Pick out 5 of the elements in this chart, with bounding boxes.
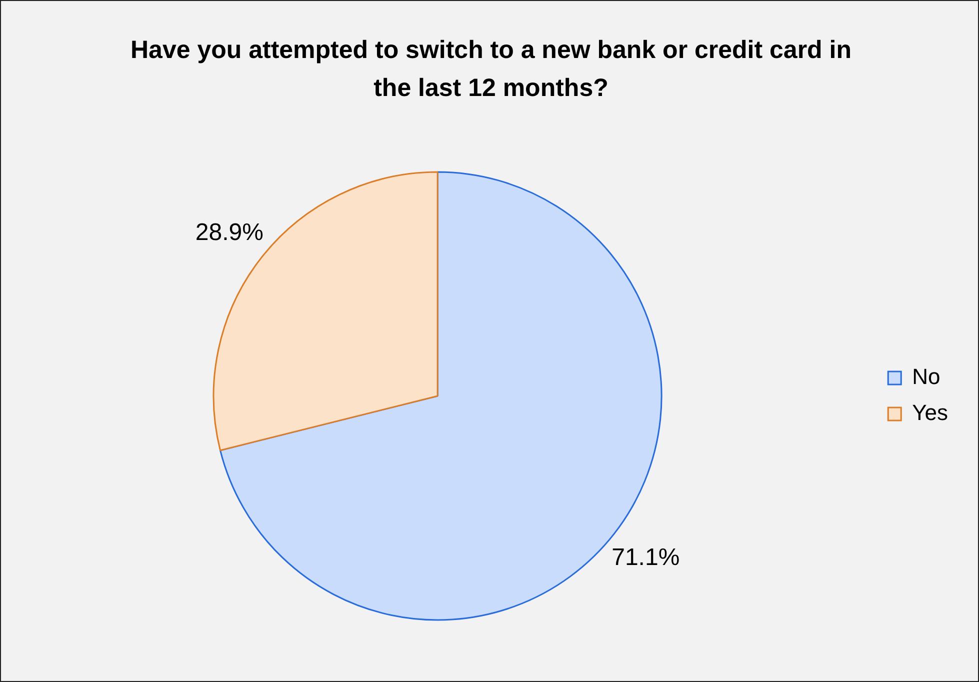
- data-label: 71.1%: [612, 544, 680, 572]
- legend-label: No: [912, 364, 940, 390]
- data-label: 28.9%: [195, 219, 264, 246]
- chart-title: Have you attempted to switch to a new bank or credit card in the last 12 months?: [130, 35, 852, 104]
- legend-label: Yes: [912, 400, 948, 426]
